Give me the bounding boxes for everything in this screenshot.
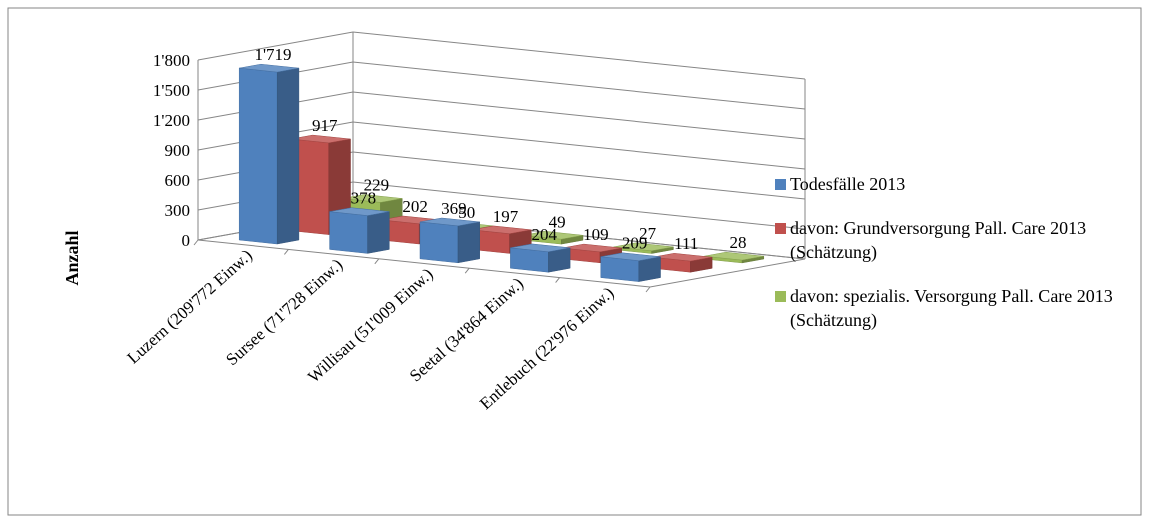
bar-top-face (562, 243, 622, 253)
bar-side-face (548, 247, 571, 273)
legend-swatch-red (775, 223, 786, 234)
y-tick-label: 1'800 (153, 51, 190, 70)
bar-top-face (613, 242, 674, 252)
bar-front-face (510, 247, 549, 273)
data-label: 109 (583, 225, 609, 244)
data-label: 229 (364, 175, 390, 194)
x-tick (374, 258, 380, 265)
bar-davon-1-4 (652, 253, 713, 273)
data-label: 111 (674, 234, 698, 253)
bar-side-face (367, 211, 390, 254)
y-axis-title: Anzahl (62, 230, 82, 285)
data-label: 369 (441, 199, 467, 218)
data-label: 197 (493, 207, 519, 226)
legend-label-grundversorgung: davon: Grundversorgung Pall. Care 2013 (… (790, 218, 1087, 262)
legend: Todesfälle 2013 davon: Grundversorgung P… (775, 172, 1135, 352)
y-tick-label: 0 (182, 231, 191, 250)
bar-front-face (600, 256, 640, 282)
data-label: 27 (639, 224, 657, 243)
x-tick (284, 249, 289, 255)
bar-side-face (638, 256, 661, 282)
bar-top-face (510, 243, 571, 253)
bar-top-face (471, 225, 532, 234)
data-label: 202 (402, 197, 428, 216)
x-tick (645, 286, 651, 293)
bar-todesf-lle-0-2 (419, 217, 480, 264)
bar-side-face (457, 221, 480, 264)
bar-front-face (419, 221, 459, 264)
legend-label-todesfaelle: Todesfälle 2013 (790, 174, 906, 194)
legend-item-grundversorgung: davon: Grundversorgung Pall. Care 2013 (… (775, 216, 1135, 264)
data-label: 378 (351, 189, 377, 208)
chart-border (7, 7, 1142, 516)
data-label: 917 (312, 116, 338, 135)
bar-top-face (342, 194, 403, 203)
data-label: 1'719 (254, 45, 291, 64)
y-tick-label: 1'200 (153, 111, 190, 130)
data-label: 209 (622, 234, 648, 253)
bar-todesf-lle-0-1 (329, 207, 390, 254)
bar-davon-2-4 (703, 251, 765, 264)
bar-top-face (329, 207, 390, 216)
legend-swatch-green (775, 291, 786, 302)
bar-top-face (290, 134, 351, 144)
bar-todesf-lle-0-4 (600, 252, 661, 282)
legend-item-todesfaelle: Todesfälle 2013 (775, 172, 1135, 196)
bar-front-face (329, 211, 368, 254)
data-label: 28 (729, 233, 746, 252)
bar-top-face (600, 252, 661, 261)
data-label: 204 (531, 225, 557, 244)
data-label: 49 (549, 212, 566, 231)
x-tick (464, 267, 470, 274)
y-tick-label: 600 (165, 171, 191, 190)
y-tick-label: 1'500 (153, 81, 190, 100)
bar-side-face (276, 67, 300, 245)
bar-top-face (652, 253, 713, 262)
y-tick-label: 300 (165, 201, 191, 220)
legend-swatch-blue (775, 179, 786, 190)
bar-todesf-lle-0-3 (510, 243, 571, 273)
bar-davon-2-3 (613, 242, 674, 254)
bar-top-face (523, 231, 584, 240)
bar-top-face (239, 63, 299, 73)
x-tick (193, 239, 199, 246)
legend-label-spezialis: davon: spezialis. Versorgung Pall. Care … (790, 286, 1113, 330)
bar-top-face (704, 251, 764, 261)
bar-davon-2-2 (523, 231, 584, 245)
bar-front-face (238, 67, 278, 245)
bar-top-face (419, 217, 480, 227)
legend-item-spezialis: davon: spezialis. Versorgung Pall. Care … (775, 284, 1135, 332)
bar-todesf-lle-0-0 (238, 63, 300, 245)
y-tick-label: 900 (165, 141, 191, 160)
x-tick (555, 277, 560, 283)
data-label: 50 (458, 203, 475, 222)
